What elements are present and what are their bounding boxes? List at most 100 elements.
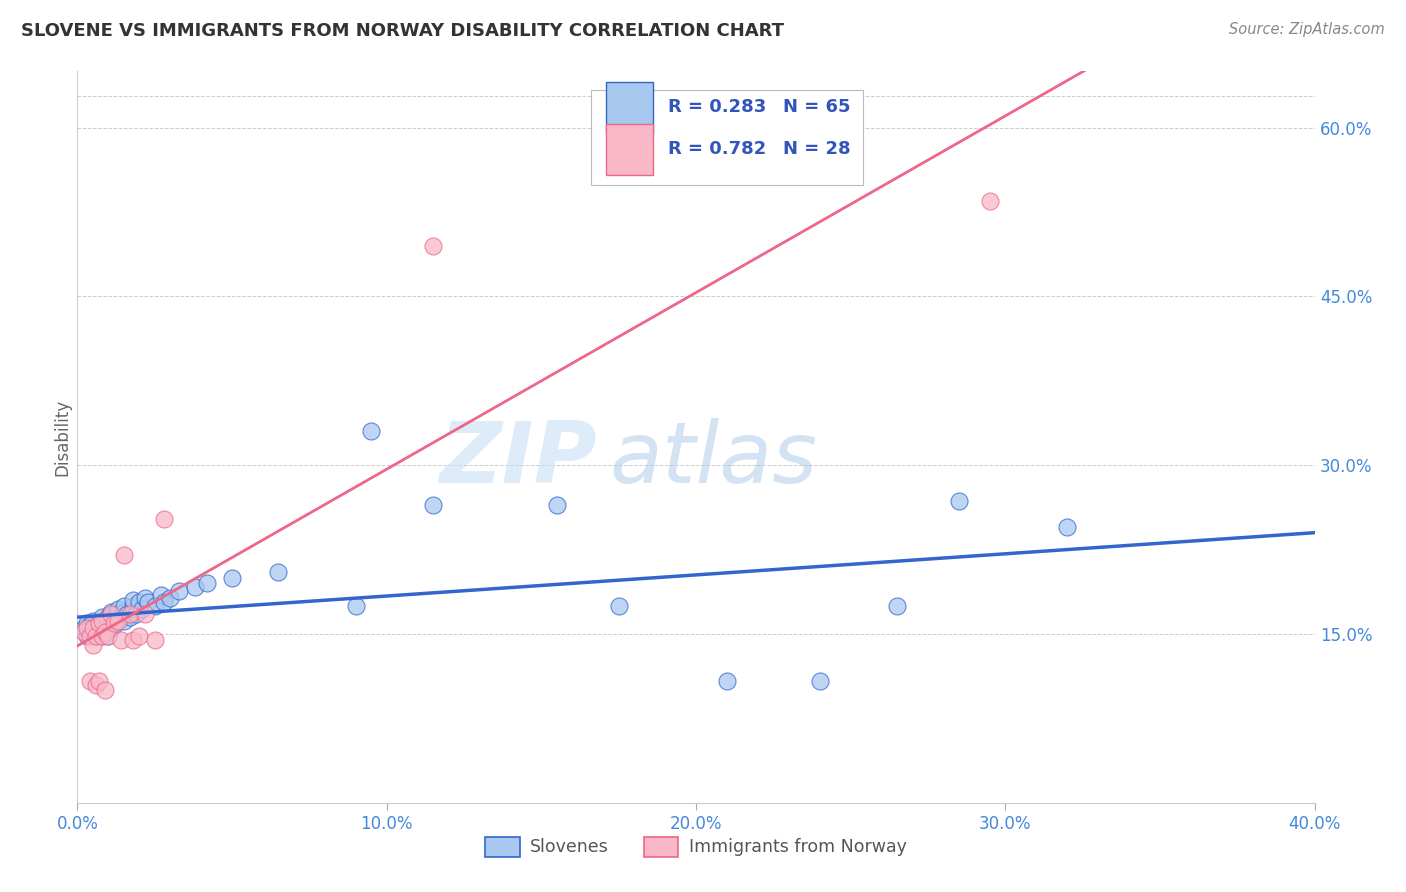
Point [76,629,98,643]
Point [91,614,114,628]
Point [84,627,107,641]
Point [91,629,114,643]
Point [87,618,110,632]
Point [91,614,114,628]
Point [87,621,110,635]
Point [84,629,107,643]
Point [138,595,160,609]
Point [72,624,94,639]
Point [82,621,104,635]
Text: SLOVENE VS IMMIGRANTS FROM NORWAY DISABILITY CORRELATION CHART: SLOVENE VS IMMIGRANTS FROM NORWAY DISABI… [21,22,785,40]
Point [122,599,145,613]
Point [94,683,117,698]
Point [82,614,104,628]
Point [134,607,156,621]
Point [169,584,191,599]
Point [221,571,243,585]
Point [82,621,104,635]
Point [100,621,122,635]
Point [118,607,141,621]
Point [94,621,117,635]
Point [72,621,94,635]
Point [716,674,738,689]
Point [84,678,107,692]
Point [149,588,172,602]
Point [87,674,110,689]
Point [97,618,120,632]
Point [94,624,117,639]
Point [546,498,568,512]
Point [360,425,382,439]
Point [422,239,444,253]
Point [103,615,125,630]
Point [110,610,132,624]
Point [91,629,114,643]
Point [1056,520,1078,534]
Point [112,599,135,613]
Point [97,614,120,628]
Point [267,565,290,579]
Point [112,605,135,619]
Point [84,621,107,635]
Point [128,629,150,643]
Point [422,498,444,512]
Point [143,599,166,613]
Point [134,591,156,605]
Point [808,674,831,689]
Point [195,576,218,591]
Point [79,674,101,689]
Text: R = 0.782: R = 0.782 [668,140,766,159]
Point [159,591,181,605]
Point [125,607,148,621]
Point [948,494,970,508]
Point [100,605,122,619]
Point [115,607,138,621]
Point [122,632,145,647]
Point [94,618,117,632]
Point [103,610,125,624]
Point [91,610,114,624]
FancyBboxPatch shape [591,90,863,185]
Y-axis label: Disability: Disability [53,399,72,475]
FancyBboxPatch shape [606,124,652,175]
Point [100,615,122,630]
Point [122,593,145,607]
Point [84,629,107,643]
Point [91,621,114,635]
Point [143,632,166,647]
FancyBboxPatch shape [606,82,652,133]
Point [112,548,135,562]
Point [97,610,120,624]
Point [103,618,125,632]
Point [979,194,1001,208]
Point [79,629,101,643]
Point [97,629,120,643]
Point [100,607,122,621]
Point [107,607,129,621]
Legend: Slovenes, Immigrants from Norway: Slovenes, Immigrants from Norway [478,830,914,863]
Point [76,621,98,635]
Point [153,595,176,609]
Point [97,629,120,643]
Text: atlas: atlas [609,417,817,500]
Point [87,615,110,630]
Point [107,614,129,628]
Point [87,615,110,630]
Point [82,627,104,641]
Point [107,602,129,616]
Point [184,580,207,594]
Text: Source: ZipAtlas.com: Source: ZipAtlas.com [1229,22,1385,37]
Point [344,599,367,613]
Point [607,599,630,613]
Point [82,638,104,652]
Point [131,602,153,616]
Text: ZIP: ZIP [439,417,598,500]
Point [128,595,150,609]
Point [87,624,110,639]
Point [110,632,132,647]
Text: R = 0.283: R = 0.283 [668,98,766,117]
Text: N = 28: N = 28 [783,140,851,159]
Point [153,512,176,526]
Point [886,599,908,613]
Point [79,624,101,639]
